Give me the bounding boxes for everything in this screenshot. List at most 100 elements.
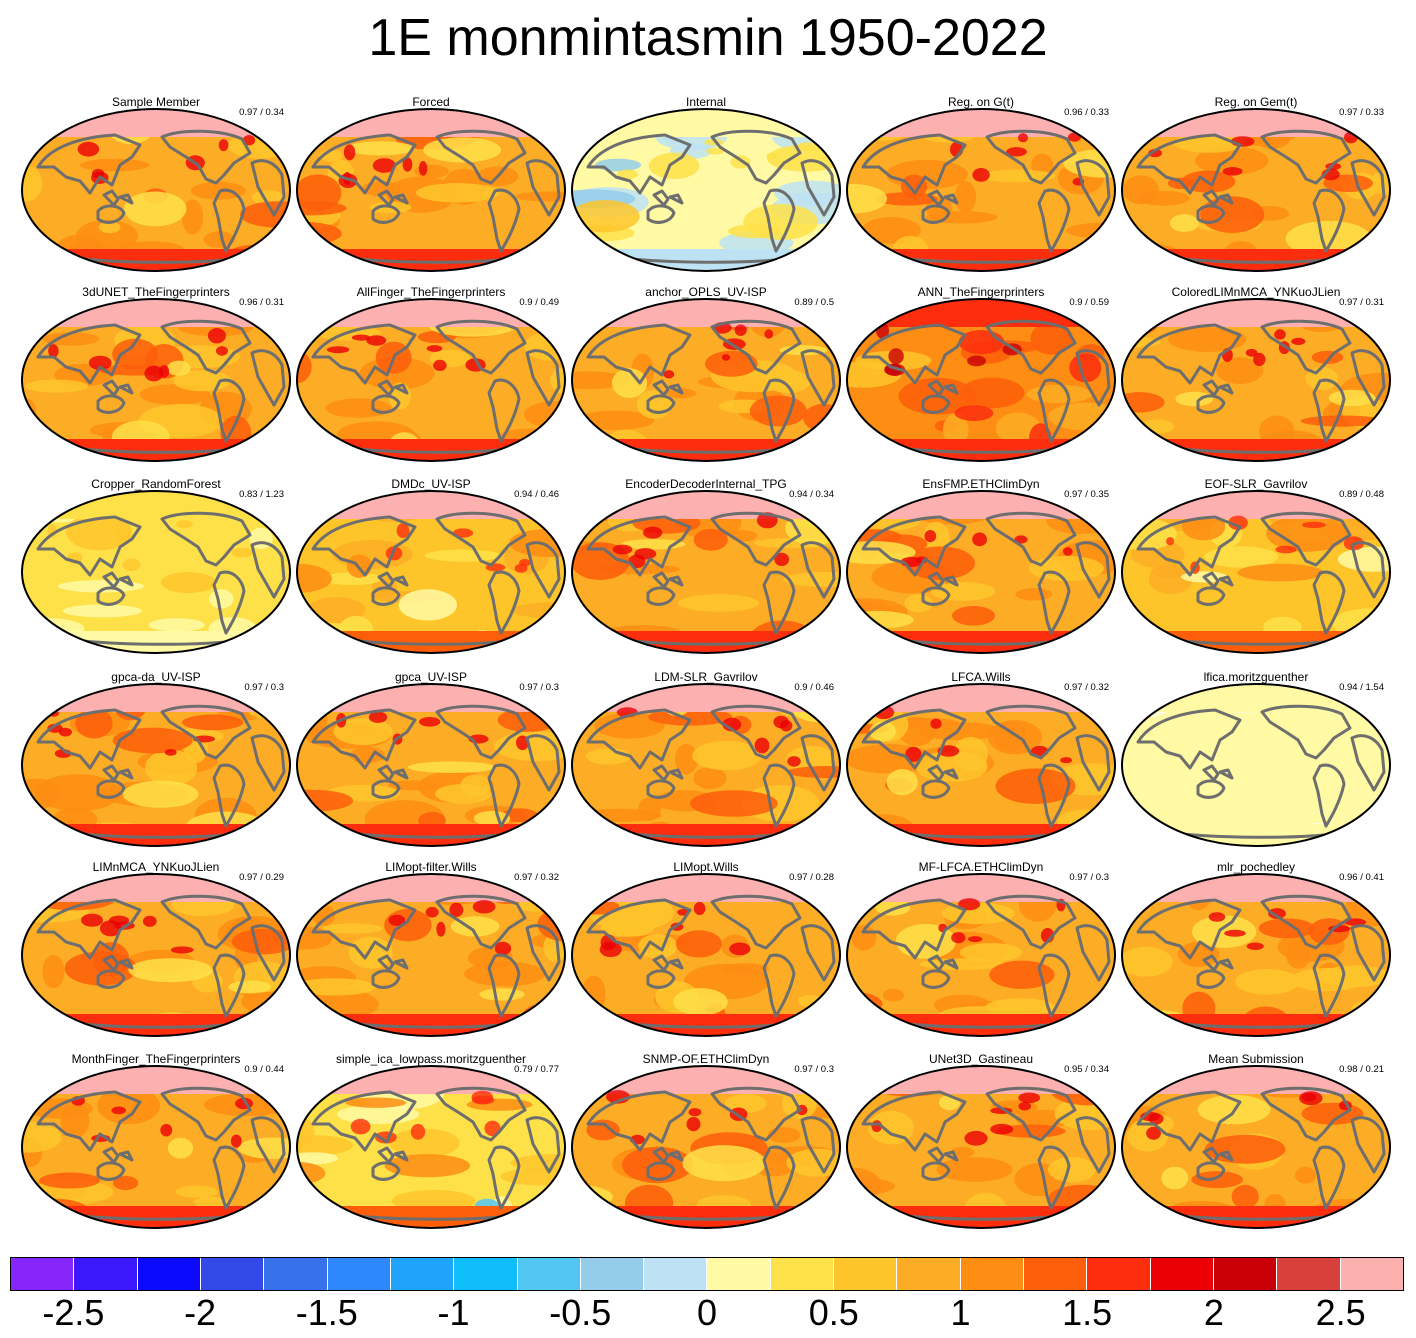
land-hotspot: [343, 144, 356, 161]
map-border: [846, 108, 1116, 272]
panel-title: EOF-SLR_Gavrilov: [1204, 477, 1308, 491]
coastline: [435, 511, 527, 567]
coastline: [212, 953, 246, 1018]
anomaly-patch: [1195, 146, 1269, 175]
world-map: [21, 108, 291, 272]
world-map: [1121, 490, 1391, 654]
anomaly-patch: [611, 368, 648, 398]
coastline: [487, 763, 521, 828]
land-hotspot: [114, 527, 132, 542]
world-map: [571, 108, 841, 272]
coastline: [525, 541, 561, 599]
anomaly-patch: [1370, 169, 1390, 196]
panel-stats: 0.96 / 0.33: [1064, 107, 1109, 118]
land-hotspot: [176, 520, 193, 529]
coastline: [1196, 586, 1226, 606]
panel-title: EncoderDecoderInternal_TPG: [625, 477, 787, 491]
anomaly-patch: [98, 221, 121, 234]
land-hotspot: [351, 334, 371, 341]
panel-stats: 0.97 / 0.34: [239, 107, 284, 118]
coastline: [371, 1161, 401, 1181]
map-border: [846, 873, 1116, 1037]
anomaly-patch: [387, 780, 440, 791]
coastline: [985, 511, 1077, 567]
land-hotspot: [968, 936, 983, 943]
land-hotspot: [1018, 1092, 1041, 1104]
anomaly-patch: [148, 618, 205, 632]
land-hotspot: [924, 530, 937, 543]
anomaly-patch: [875, 899, 911, 916]
anomaly-patch: [1237, 563, 1324, 582]
anomaly-patch: [847, 361, 902, 388]
land-hotspot: [231, 547, 253, 558]
anomaly-patch: [25, 379, 89, 393]
coastline: [710, 129, 802, 185]
panel-stats: 0.98 / 0.21: [1339, 1064, 1384, 1075]
world-map: [571, 873, 841, 1037]
land-hotspot: [484, 1120, 501, 1137]
coastline: [861, 708, 967, 770]
panel-stats: 0.9 / 0.59: [1069, 297, 1109, 308]
colorbar-cell: [1024, 1258, 1088, 1290]
coastline: [762, 1145, 796, 1210]
anomaly-patch: [1122, 1010, 1147, 1025]
coastline: [1350, 349, 1386, 407]
anomaly-patch: [1204, 546, 1279, 568]
coastline: [800, 924, 836, 982]
coastline: [212, 763, 246, 828]
coastline: [861, 898, 967, 960]
world-map: [846, 1065, 1116, 1229]
coastline: [1350, 924, 1386, 982]
anomaly-patch: [993, 720, 1027, 752]
anomaly-patch: [193, 1196, 228, 1208]
coastline: [921, 586, 951, 606]
panel-stats: 0.9 / 0.46: [794, 682, 834, 693]
panel-stats: 0.96 / 0.41: [1339, 872, 1384, 883]
land-hotspot: [81, 913, 103, 927]
land-hotspot: [1228, 515, 1248, 530]
coastline: [800, 541, 836, 599]
anomaly-patch: [882, 988, 905, 1002]
world-map: [21, 490, 291, 654]
coastline: [710, 1086, 802, 1142]
map-panel: DMDc_UV-ISP 0.94 / 0.46: [295, 477, 567, 655]
coastline: [1136, 133, 1242, 195]
anomaly-patch: [675, 930, 722, 958]
coastline: [652, 571, 684, 589]
anomaly-patch: [297, 1135, 353, 1156]
coastline: [250, 924, 286, 982]
anomaly-patch: [42, 954, 65, 989]
world-map: [21, 873, 291, 1037]
panel-title: LFCA.Wills: [951, 670, 1011, 684]
coastline: [586, 515, 692, 577]
anomaly-patch: [1231, 1184, 1259, 1209]
anomaly-patch: [675, 743, 698, 775]
land-hotspot: [230, 1134, 242, 1148]
coastline: [921, 779, 951, 799]
coastline: [861, 1090, 967, 1152]
coastline: [861, 323, 967, 385]
map-panel: SNMP-OF.ETHClimDyn 0.97 / 0.3: [570, 1052, 842, 1230]
land-hotspot: [1344, 918, 1367, 926]
anomaly-patch: [1122, 689, 1173, 718]
map-border: [1121, 873, 1391, 1037]
land-hotspot: [1148, 1113, 1164, 1125]
coastline: [1075, 734, 1111, 792]
coastline: [1202, 379, 1234, 397]
anomaly-patch: [1191, 1171, 1243, 1189]
map-panel: mlr_pochedley 0.96 / 0.41: [1120, 860, 1392, 1038]
world-map: [571, 490, 841, 654]
coastline: [1075, 349, 1111, 407]
anomaly-patch: [1048, 1156, 1096, 1183]
coastline: [1196, 394, 1226, 414]
land-hotspot: [48, 344, 59, 358]
coastline: [311, 898, 417, 960]
map-panel: gpca-da_UV-ISP 0.97 / 0.3: [20, 670, 292, 848]
coastline: [102, 379, 134, 397]
anomaly-patch: [1122, 625, 1154, 653]
world-map: [21, 1065, 291, 1229]
panel-stats: 0.97 / 0.29: [239, 872, 284, 883]
map-panel: LIMopt.Wills 0.97 / 0.28: [570, 860, 842, 1038]
anomaly-patch: [995, 768, 1076, 804]
coastline: [1260, 319, 1352, 375]
